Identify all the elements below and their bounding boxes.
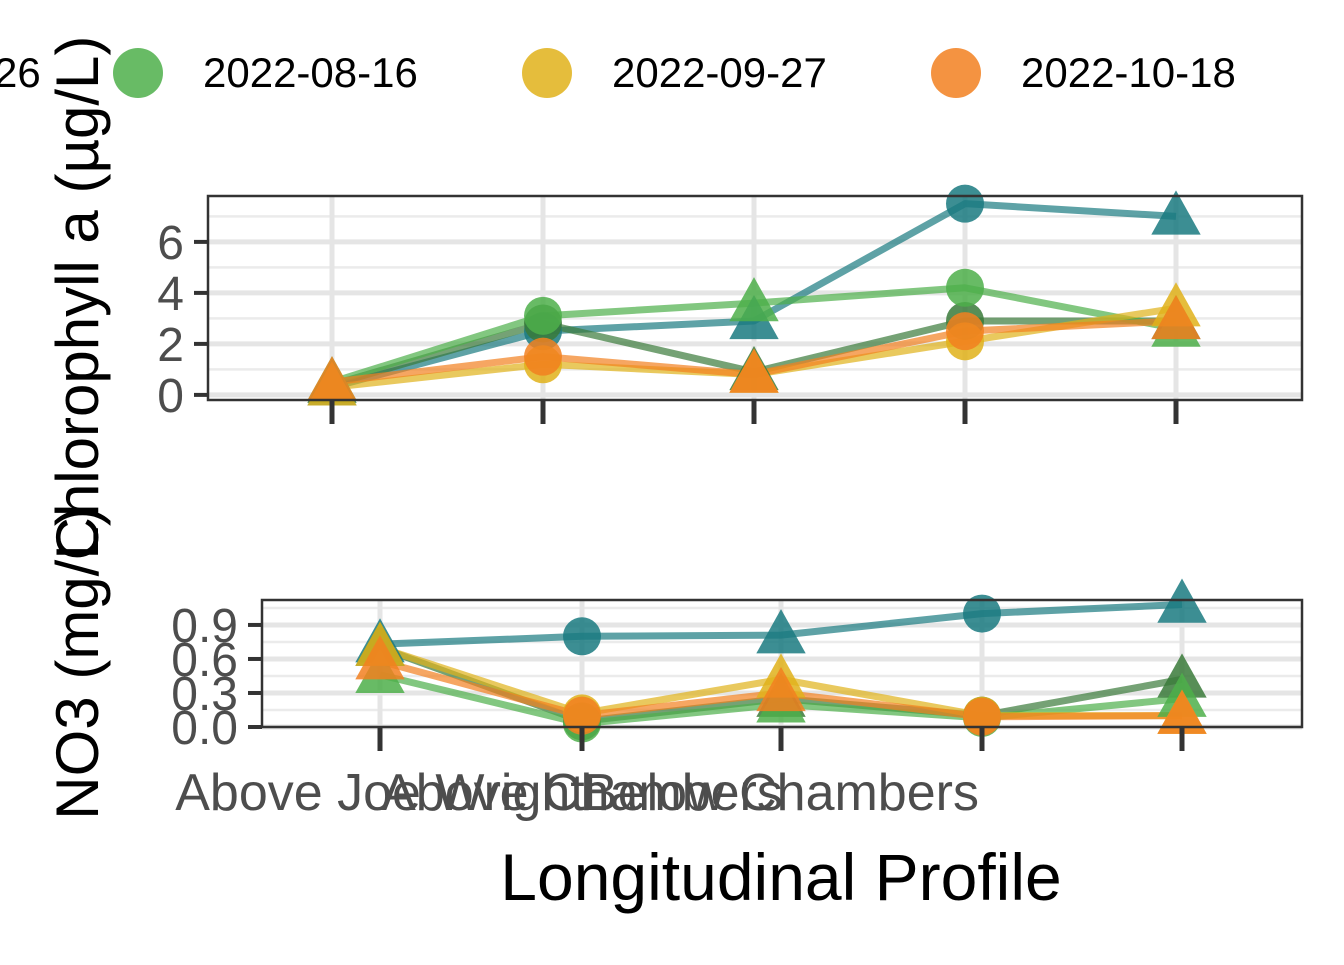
data-point: [729, 348, 779, 393]
y-tick-label: 0.9: [171, 600, 238, 653]
y-tick-label: 0.6: [171, 634, 238, 687]
y-tick-label: 0.3: [171, 668, 238, 721]
y-axis-title-no3: NO3 (mg/L): [44, 506, 111, 819]
legend-key-3: [931, 48, 981, 98]
legend-partial-label: 26: [0, 49, 41, 96]
data-point: [946, 312, 984, 351]
x-axis-title: Longitudinal Profile: [500, 840, 1061, 914]
data-point: [563, 617, 601, 656]
legend-key-2: [522, 48, 572, 98]
data-point: [524, 296, 562, 335]
data-point: [729, 277, 779, 322]
data-point: [563, 696, 601, 735]
y-tick-label: 2: [157, 319, 184, 372]
y-tick-label: 4: [157, 268, 184, 321]
legend-label-3: 2022-10-18: [1021, 49, 1236, 96]
legend-entry-3: 2022-10-18: [931, 38, 1236, 108]
y-tick-label: 0.0: [171, 702, 238, 755]
data-point: [1157, 689, 1207, 734]
data-point: [307, 356, 357, 401]
legend-partial-entry: 26: [0, 38, 41, 108]
legend-entry-1: 2022-08-16: [113, 38, 418, 108]
legend-label-1: 2022-08-16: [203, 49, 418, 96]
x-tick-label: Above Joe Wright: [175, 764, 585, 822]
y-tick-label: 6: [157, 217, 184, 270]
data-point: [756, 609, 806, 654]
legend-label-2: 2022-09-27: [612, 49, 827, 96]
data-point: [756, 666, 806, 712]
data-point: [524, 337, 562, 376]
data-point: [946, 268, 984, 307]
x-tick-label: Above Chambers: [381, 764, 783, 822]
data-point: [355, 635, 405, 680]
legend-entry-2: 2022-09-27: [522, 38, 827, 108]
legend-key-1: [113, 48, 163, 98]
data-point: [1151, 190, 1201, 235]
data-point: [1151, 294, 1201, 340]
data-point: [946, 184, 984, 223]
y-tick-label: 0: [157, 370, 184, 423]
data-point: [963, 594, 1001, 633]
y-axis-title-chlorophyll: Chlorophyll a (µg/L): [44, 36, 111, 561]
x-tick-label: Below Chambers: [583, 764, 979, 822]
legend: 26 2022-08-16 2022-09-27 2022-10-18: [0, 38, 1344, 108]
